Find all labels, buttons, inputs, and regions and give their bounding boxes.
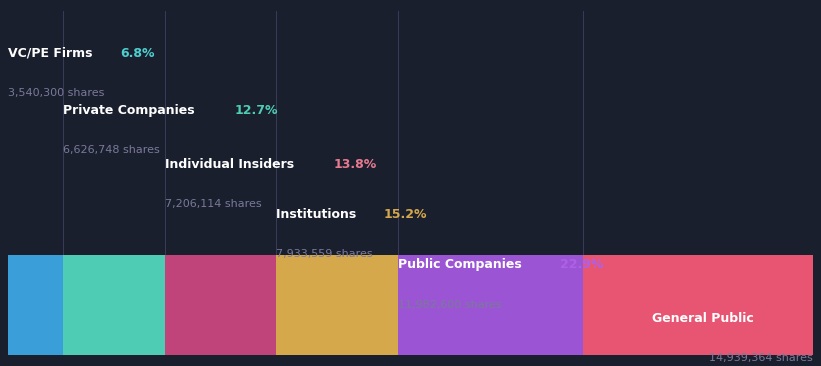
Text: 7,933,559 shares: 7,933,559 shares [276,249,373,259]
Text: 3,540,300 shares: 3,540,300 shares [8,88,104,98]
Bar [63,255,165,355]
Text: 6.8%: 6.8% [121,47,155,60]
Text: General Public: General Public [652,312,758,325]
Text: 28.6%: 28.6% [769,312,813,325]
Text: 7,206,114 shares: 7,206,114 shares [165,199,262,209]
Text: Institutions: Institutions [276,208,360,221]
Text: Private Companies: Private Companies [63,104,199,117]
Text: 22.9%: 22.9% [561,258,603,271]
Bar [8,255,63,355]
Text: 6,626,748 shares: 6,626,748 shares [63,145,159,155]
Bar [583,255,813,355]
Text: 14,939,364 shares: 14,939,364 shares [709,354,813,363]
Bar [165,255,276,355]
Text: VC/PE Firms: VC/PE Firms [8,47,97,60]
Text: 11,982,600 shares: 11,982,600 shares [398,299,502,310]
Text: Individual Insiders: Individual Insiders [165,158,299,171]
Text: Public Companies: Public Companies [398,258,526,271]
Text: 12.7%: 12.7% [235,104,278,117]
Text: 15.2%: 15.2% [383,208,427,221]
Bar [398,255,583,355]
Bar [276,255,398,355]
Text: 13.8%: 13.8% [334,158,377,171]
